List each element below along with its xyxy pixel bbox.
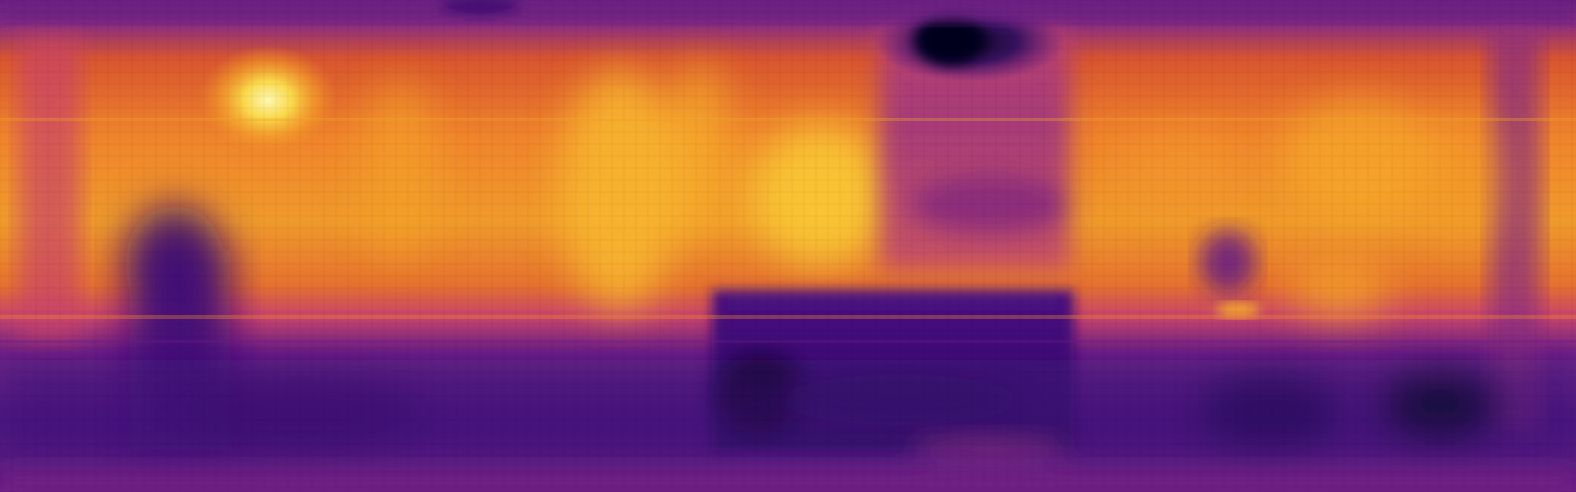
depth-map-scene [0,0,1576,492]
depth-heatmap [0,0,1576,492]
grid-texture [0,0,1576,492]
